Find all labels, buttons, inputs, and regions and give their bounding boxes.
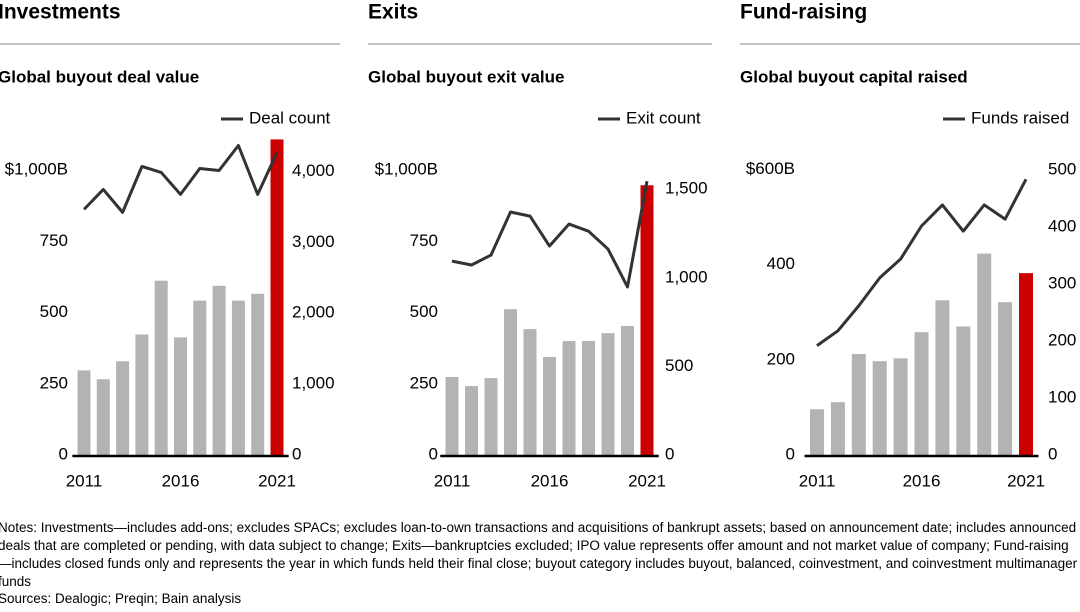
line	[451, 180, 649, 289]
y-tick-label: 500	[40, 302, 68, 321]
bar	[445, 376, 459, 455]
bar	[914, 332, 929, 455]
line	[816, 178, 1028, 347]
bar	[484, 378, 498, 455]
y2-tick-label: 500	[1048, 160, 1076, 179]
bar	[582, 341, 595, 455]
bar	[212, 285, 226, 455]
y-tick-label: 500	[410, 302, 438, 321]
bar	[851, 354, 866, 455]
y-tick-label: 0	[786, 444, 795, 463]
bar	[231, 300, 245, 455]
y-tick-label: 200	[767, 349, 795, 368]
x-tick-label: 2016	[162, 471, 200, 490]
x-tick-label: 2011	[66, 471, 103, 490]
y2-tick-label: 200	[1048, 331, 1076, 350]
sources: Sources: Dealogic; Preqin; Bain analysis	[0, 591, 242, 606]
y2-tick-label: 1,000	[292, 374, 335, 393]
y-tick-label: 250	[40, 373, 68, 392]
bar	[935, 300, 950, 455]
charts: Investments Global buyout deal value 0 250 5…	[0, 1, 1080, 490]
legend-label: Deal count	[249, 108, 331, 127]
bar	[998, 302, 1013, 455]
bar	[830, 402, 845, 455]
y-tick-label: $1,000B	[5, 160, 68, 179]
bar	[135, 334, 149, 455]
y2-tick-label: 0	[665, 444, 674, 463]
line	[82, 143, 279, 214]
y-tick-label: 250	[410, 373, 438, 392]
chart-title: Global buyout capital raised	[740, 67, 968, 86]
bar	[116, 361, 130, 455]
x-tick-label: 2011	[434, 471, 471, 490]
y2-tick-label: 4,000	[292, 161, 335, 180]
bar	[893, 358, 908, 455]
y2-tick-label: 3,000	[292, 232, 335, 251]
bar	[504, 309, 517, 455]
y-tick-label: 750	[410, 231, 438, 250]
bar	[174, 337, 187, 455]
bar	[977, 253, 992, 455]
notes: Notes: Investments—includes add-ons; exc…	[0, 520, 1078, 589]
bar	[601, 333, 615, 455]
y-tick-label: 0	[429, 444, 438, 463]
y2-tick-label: 1,500	[665, 179, 708, 198]
bar	[1019, 273, 1033, 455]
x-tick-label: 2016	[903, 471, 941, 490]
bar	[270, 139, 284, 456]
bar	[77, 370, 91, 455]
bar	[543, 357, 556, 455]
bar	[523, 329, 537, 455]
x-tick-label: 2021	[258, 471, 296, 490]
bar	[810, 409, 824, 455]
y2-tick-label: 300	[1048, 274, 1076, 293]
chart-title: Global buyout exit value	[368, 67, 564, 86]
y2-tick-label: 2,000	[292, 303, 335, 322]
bar	[251, 293, 265, 455]
bar	[872, 361, 887, 455]
bar	[154, 280, 168, 455]
y2-tick-label: 400	[1048, 217, 1076, 236]
chart-title: Global buyout deal value	[0, 67, 199, 86]
bar	[640, 185, 654, 455]
y-tick-label: 400	[767, 254, 795, 273]
y-tick-label: 0	[59, 444, 68, 463]
y2-tick-label: 0	[292, 444, 301, 463]
y2-tick-label: 100	[1048, 388, 1076, 407]
y2-tick-label: 500	[665, 356, 693, 375]
legend-label: Funds raised	[971, 108, 1069, 127]
x-tick-label: 2011	[799, 471, 836, 490]
x-tick-label: 2021	[1007, 471, 1045, 490]
y2-tick-label: 0	[1048, 444, 1057, 463]
x-tick-label: 2016	[531, 471, 569, 490]
bar	[96, 379, 110, 455]
bar	[562, 341, 576, 455]
y2-tick-label: 1,000	[665, 267, 708, 286]
bar	[465, 386, 478, 455]
y-tick-label: $600B	[746, 159, 795, 178]
y-tick-label: $1,000B	[375, 160, 438, 179]
section-title: Exits	[368, 1, 418, 24]
y-tick-label: 750	[40, 231, 68, 250]
section-title: Investments	[0, 1, 121, 24]
section-title: Fund-raising	[740, 1, 867, 24]
bar	[621, 325, 634, 455]
bar	[956, 326, 971, 455]
legend-label: Exit count	[626, 108, 701, 127]
bar	[193, 300, 207, 455]
x-tick-label: 2021	[628, 471, 666, 490]
